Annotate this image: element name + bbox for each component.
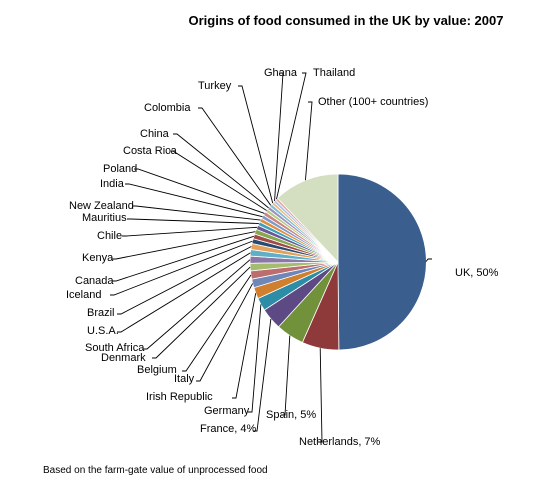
pie-slice-uk (338, 174, 426, 350)
slice-label: Thailand (313, 67, 355, 79)
slice-label: Brazil (87, 307, 115, 319)
slice-label: Belgium (137, 364, 177, 376)
slice-label: Colombia (144, 102, 191, 114)
slice-label: Iceland (66, 289, 101, 301)
slice-label: Netherlands, 7% (299, 436, 381, 448)
leader-line (117, 253, 250, 332)
leader-line (173, 134, 269, 208)
slice-label: China (140, 128, 170, 140)
leader-line (232, 293, 256, 398)
leader-line (127, 219, 259, 224)
slice-label: Mauritius (82, 212, 127, 224)
leader-line (143, 260, 250, 349)
slice-label: Other (100+ countries) (318, 96, 428, 108)
leader-line (122, 227, 257, 236)
slice-label: Spain, 5% (266, 409, 316, 421)
chart-footnote: Based on the farm-gate value of unproces… (43, 465, 268, 476)
slice-label: France, 4% (200, 423, 256, 435)
leader-line (426, 259, 432, 262)
slice-label: U.S.A. (87, 325, 119, 337)
leader-line (305, 102, 312, 180)
leader-line (281, 336, 290, 415)
slice-label: Poland (103, 163, 137, 175)
slice-label: India (100, 178, 125, 190)
slice-label: Italy (174, 373, 195, 385)
leader-line (238, 86, 273, 203)
leader-line (110, 241, 253, 295)
slice-label: Kenya (82, 252, 114, 264)
leader-line (134, 169, 265, 213)
slice-label: Canada (75, 275, 114, 287)
leader-line (198, 108, 271, 205)
slice-label: Turkey (198, 80, 232, 92)
leader-line (132, 206, 261, 220)
leader-line (277, 73, 306, 199)
pie-slices (250, 174, 426, 350)
slice-label: Chile (97, 230, 122, 242)
slice-label: Costa Rica (123, 145, 178, 157)
slice-label: UK, 50% (455, 267, 499, 279)
leader-line (318, 348, 322, 442)
leader-line (275, 73, 283, 201)
slice-label: Ghana (264, 67, 298, 79)
leader-line (248, 304, 261, 412)
slice-label: New Zealand (69, 200, 134, 212)
leader-line (196, 283, 253, 381)
slice-label: Irish Republic (146, 391, 213, 403)
leader-line (152, 267, 250, 358)
slice-label: South Africa (85, 342, 145, 354)
slice-label: Germany (204, 405, 250, 417)
chart-title: Origins of food consumed in the UK by va… (189, 13, 504, 28)
leader-line (169, 151, 267, 211)
